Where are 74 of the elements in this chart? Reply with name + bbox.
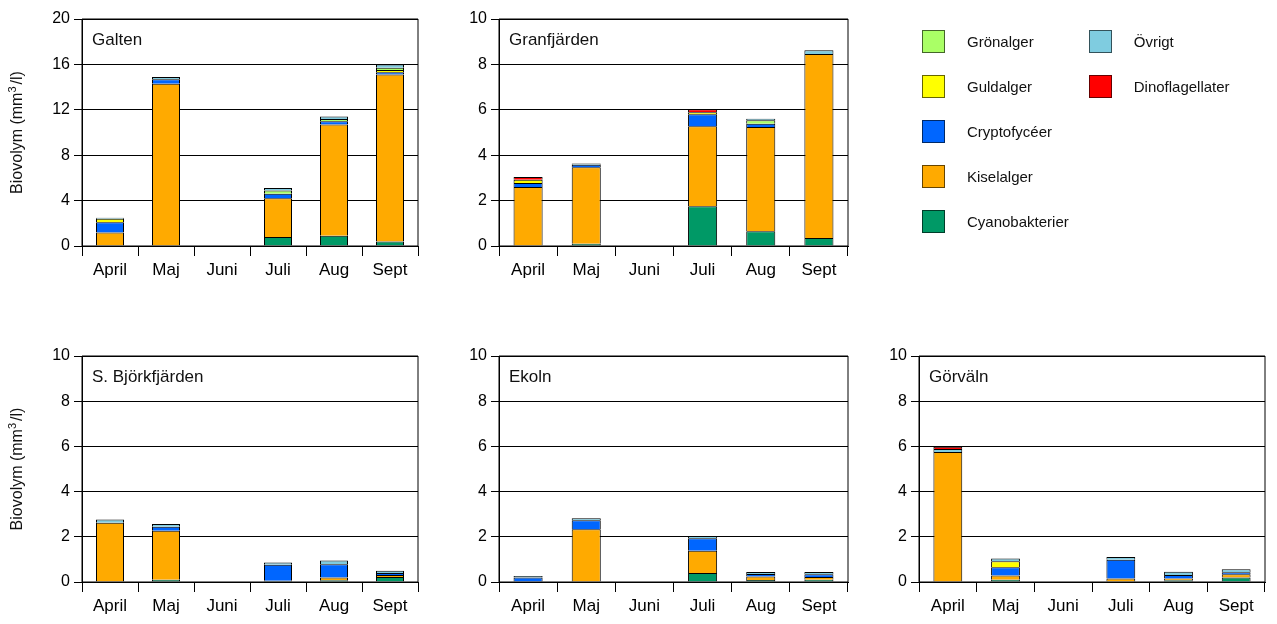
- x-tick-label: April: [92, 259, 128, 279]
- y-tick-label: 2: [478, 191, 488, 209]
- y-tick-label: 10: [889, 346, 908, 364]
- x-tick-label: Maj: [991, 595, 1020, 615]
- x-tick-label: Juli: [265, 259, 291, 279]
- legend-label: Övrigt: [1133, 32, 1174, 50]
- legend-label: Cyanobakterier: [967, 212, 1069, 230]
- x-tick-label: Sept: [801, 259, 837, 279]
- y-tick-label: 0: [478, 236, 488, 254]
- x-tick-label: Aug: [318, 595, 350, 615]
- x-tick-label: Sept: [372, 259, 408, 279]
- x-tick-label: Juli: [689, 595, 716, 615]
- text: Galten: [92, 30, 143, 49]
- x-tick-label: April: [92, 595, 128, 615]
- y-tick-label: 8: [898, 391, 908, 409]
- y-axis-title: Biovolym (mm3/l): [6, 407, 25, 531]
- y-tick-label: 6: [898, 436, 908, 454]
- x-tick-label: Maj: [152, 595, 180, 615]
- y-tick-label: 8: [478, 54, 488, 72]
- x-tick-label: April: [511, 595, 546, 615]
- x-tick-label: Juni: [206, 259, 238, 279]
- y-tick-label: 4: [61, 482, 71, 500]
- y-tick-label: 4: [61, 191, 71, 209]
- x-tick-label: Juni: [628, 259, 661, 279]
- y-tick-label: 10: [469, 9, 488, 27]
- y-tick-label: 4: [898, 482, 908, 500]
- legend-label: Guldalger: [967, 77, 1033, 95]
- y-tick-label: 12: [52, 100, 71, 118]
- x-tick-label: Sept: [372, 595, 408, 615]
- x-tick-label: Aug: [1163, 595, 1194, 615]
- x-tick-label: Aug: [745, 595, 776, 615]
- x-tick-label: Juni: [628, 595, 661, 615]
- text: S. Björkfjärden: [92, 367, 204, 386]
- y-tick-label: 4: [478, 145, 488, 163]
- legend-label: Grönalger: [967, 32, 1034, 50]
- y-tick-label: 8: [478, 391, 488, 409]
- y-tick-label: 4: [478, 482, 488, 500]
- y-tick-label: 20: [52, 9, 71, 27]
- x-tick-label: April: [511, 259, 546, 279]
- y-tick-label: 2: [478, 527, 488, 545]
- x-tick-label: Sept: [801, 595, 837, 615]
- text: Granfjärden: [509, 30, 599, 49]
- legend-label: Kiselalger: [967, 167, 1033, 185]
- x-tick-label: Juli: [689, 259, 716, 279]
- y-tick-label: 10: [469, 346, 488, 364]
- y-tick-label: 0: [898, 572, 908, 590]
- y-tick-label: 6: [478, 100, 488, 118]
- legend-label: Cryptofycéer: [967, 122, 1053, 140]
- x-tick-label: Juni: [206, 595, 238, 615]
- y-tick-label: 0: [61, 236, 71, 254]
- x-tick-label: Juli: [265, 595, 291, 615]
- x-tick-label: Aug: [745, 259, 776, 279]
- x-tick-label: Aug: [318, 259, 350, 279]
- x-tick-label: Juni: [1047, 595, 1079, 615]
- legend-label: Dinoflagellater: [1133, 77, 1230, 95]
- text: Ekoln: [509, 367, 552, 386]
- y-tick-label: 0: [478, 572, 488, 590]
- y-tick-label: 8: [61, 391, 71, 409]
- x-tick-label: Maj: [572, 595, 600, 615]
- x-tick-label: April: [930, 595, 965, 615]
- y-tick-label: 2: [898, 527, 908, 545]
- y-tick-label: 16: [52, 54, 71, 72]
- y-tick-label: 0: [61, 572, 71, 590]
- y-tick-label: 6: [61, 436, 71, 454]
- text: Görväln: [929, 367, 989, 386]
- y-tick-label: 8: [61, 145, 71, 163]
- y-tick-label: 10: [52, 346, 71, 364]
- y-tick-label: 6: [478, 436, 488, 454]
- y-tick-label: 2: [61, 527, 71, 545]
- x-tick-label: Maj: [572, 259, 600, 279]
- x-tick-label: Sept: [1218, 595, 1254, 615]
- x-tick-label: Maj: [152, 259, 180, 279]
- x-tick-label: Juli: [1108, 595, 1134, 615]
- y-axis-title: Biovolym (mm3/l): [6, 71, 25, 194]
